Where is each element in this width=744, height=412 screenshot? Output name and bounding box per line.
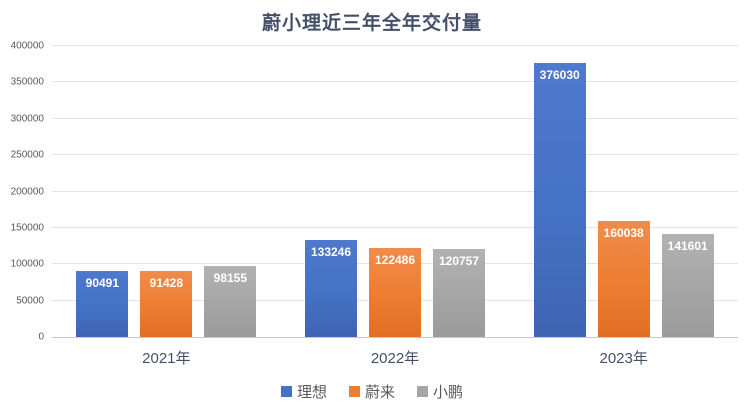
legend-swatch-理想 [280, 386, 292, 397]
x-axis-category-label: 2022年 [370, 350, 420, 367]
bar-group: 90491 91428 98155 [52, 46, 281, 337]
legend: 理想 蔚来 小鹏 [0, 381, 744, 402]
y-axis-tick-label: 350000 [10, 76, 44, 88]
gridline [52, 45, 738, 46]
bar-理想: 376030 [533, 63, 586, 337]
gridline [52, 154, 738, 156]
y-axis-tick-label: 200000 [10, 186, 44, 197]
bar-group: 376030 160038 141601 [509, 46, 738, 337]
bar-value-label: 160038 [603, 225, 644, 240]
gridline [52, 117, 738, 119]
bar-小鹏: 141601 [661, 234, 714, 337]
y-axis-tick-label: 400000 [10, 40, 44, 52]
x-axis-category-label: 2021年 [142, 350, 191, 367]
bar-理想: 133246 [305, 240, 357, 337]
bar-小鹏: 98155 [204, 265, 257, 337]
y-axis-tick-label: 250000 [10, 149, 44, 161]
legend-item: 小鹏 [417, 381, 463, 402]
legend-item: 理想 [280, 381, 327, 402]
bar-value-label: 141601 [667, 239, 708, 253]
y-axis-tick-label: 50000 [16, 295, 44, 307]
y-axis: 0 50000 100000 150000 200000 250000 300000 3500… [0, 41, 44, 343]
x-axis-line [52, 337, 738, 338]
bar-蔚来: 122486 [369, 247, 421, 337]
gridline [52, 190, 738, 192]
legend-swatch-小鹏 [417, 386, 428, 397]
y-axis-tick-label: 100000 [10, 258, 44, 270]
legend-item: 蔚来 [348, 381, 395, 402]
y-axis-tick-label: 0 [38, 331, 44, 343]
bar-group: 133246 122486 120757 [281, 46, 510, 337]
bar-value-label: 98155 [213, 270, 248, 285]
gridline [52, 226, 738, 228]
bar-理想: 90491 [76, 271, 129, 337]
bar-蔚来: 91428 [140, 270, 193, 337]
chart-title: 蔚小理近三年全年交付量 [261, 13, 482, 34]
gridline [52, 81, 738, 83]
bar-小鹏: 120757 [433, 249, 485, 337]
bar-value-label: 122486 [374, 252, 416, 267]
bar-value-label: 376030 [539, 68, 580, 83]
legend-label: 理想 [296, 384, 327, 401]
bar-value-label: 91428 [149, 275, 184, 290]
x-axis-labels: 2021年 2022年 2023年 [52, 347, 738, 368]
bar-value-label: 120757 [438, 254, 480, 269]
plot-area: 90491 91428 98155 133246 122486 120757 376030 1… [52, 45, 738, 338]
bar-value-label: 133246 [310, 245, 352, 260]
y-axis-tick-label: 300000 [10, 113, 44, 125]
bar-蔚来: 160038 [597, 220, 650, 337]
legend-label: 小鹏 [433, 384, 464, 401]
y-axis-tick-label: 150000 [10, 222, 44, 234]
legend-swatch-蔚来 [348, 386, 360, 397]
legend-label: 蔚来 [364, 384, 395, 401]
x-axis-category-label: 2023年 [599, 350, 648, 367]
bar-groups: 90491 91428 98155 133246 122486 120757 376030 1… [52, 46, 738, 337]
bar-value-label: 90491 [85, 276, 120, 291]
